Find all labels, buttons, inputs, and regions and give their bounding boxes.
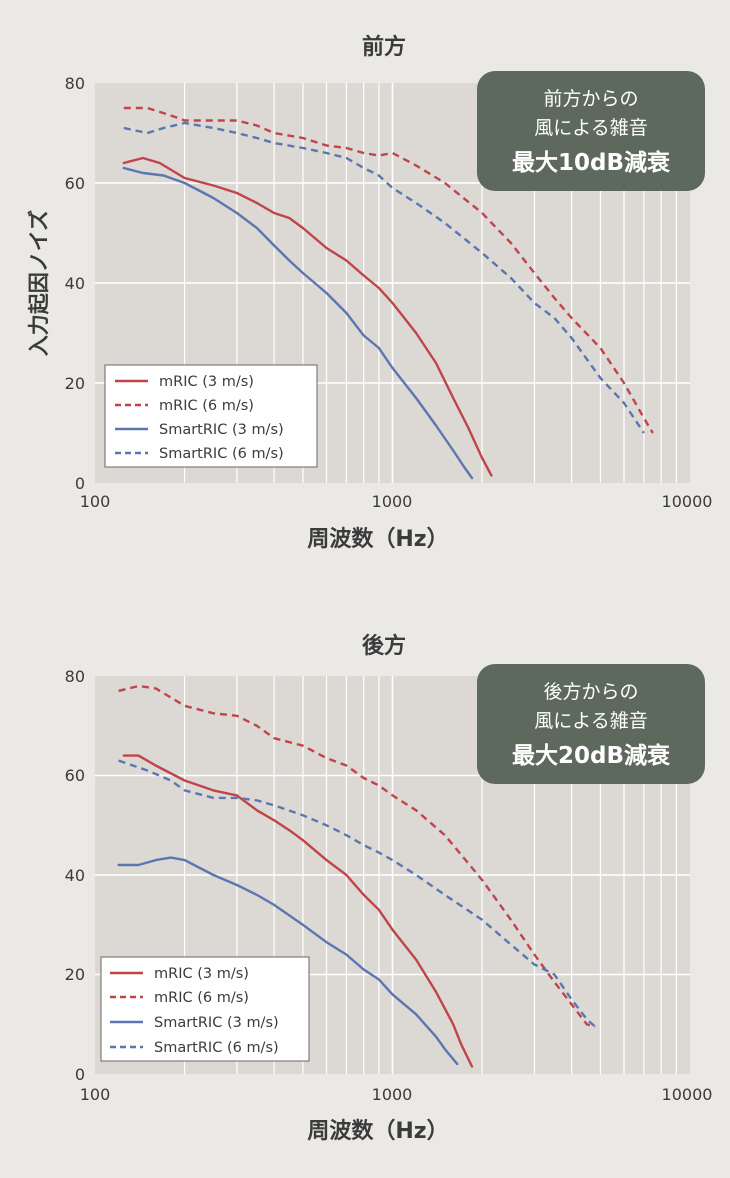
x-tick-label: 10000 — [662, 492, 713, 511]
series-line-smartric-3-m-s — [117, 856, 459, 1066]
x-axis-label-rear: 周波数（Hz） — [307, 1118, 448, 1144]
series-line-smartric-3-m-s — [122, 166, 474, 480]
legend-rear: mRIC (3 m/s) mRIC (6 m/s) SmartRIC (3 m/… — [100, 956, 310, 1062]
y-tick-label: 40 — [65, 866, 85, 885]
annotation-badge-rear: 後方からの 風による雑音 最大20dB減衰 — [477, 664, 705, 784]
series-line-mric-3-m-s — [122, 156, 493, 477]
y-tick-label: 80 — [65, 74, 85, 93]
legend-label: SmartRIC (3 m/s) — [154, 1015, 279, 1031]
series-line-mric-3-m-s — [122, 754, 474, 1068]
chart-title-rear: 後方 — [362, 633, 406, 659]
chart-panel-front: 前方 80 60 40 20 0 100 1000 10000 周波数（Hz） … — [27, 34, 712, 552]
y-tick-label: 60 — [65, 174, 85, 193]
x-tick-label: 1000 — [372, 1085, 413, 1104]
legend-label: mRIC (3 m/s) — [159, 374, 254, 390]
legend-label: mRIC (3 m/s) — [154, 966, 249, 982]
y-tick-label: 0 — [75, 474, 85, 493]
chart-title-front: 前方 — [362, 34, 406, 60]
y-axis-label: 入力起因ノイズ — [27, 210, 51, 356]
badge-line-1: 前方からの — [543, 88, 638, 110]
badge-line-2: 風による雑音 — [534, 710, 647, 732]
y-tick-label: 0 — [75, 1065, 85, 1084]
legend-front: mRIC (3 m/s) mRIC (6 m/s) SmartRIC (3 m/… — [104, 364, 318, 468]
x-axis-label-front: 周波数（Hz） — [307, 526, 448, 552]
legend-label: SmartRIC (6 m/s) — [154, 1040, 279, 1056]
legend-label: SmartRIC (6 m/s) — [159, 446, 284, 462]
x-tick-label: 1000 — [372, 492, 413, 511]
x-tick-label: 100 — [80, 492, 111, 511]
badge-line-2: 風による雑音 — [534, 117, 647, 139]
badge-line-1: 後方からの — [543, 681, 638, 703]
series-lines-front — [122, 106, 654, 480]
y-tick-label: 40 — [65, 274, 85, 293]
series-line-smartric-6-m-s — [123, 121, 645, 434]
y-tick-label: 60 — [65, 766, 85, 785]
series-line-mric-6-m-s — [123, 106, 654, 434]
x-tick-label: 10000 — [662, 1085, 713, 1104]
legend-label: mRIC (6 m/s) — [154, 990, 249, 1006]
legend-label: SmartRIC (3 m/s) — [159, 422, 284, 438]
y-tick-label: 20 — [65, 374, 85, 393]
badge-line-3: 最大20dB減衰 — [512, 742, 671, 769]
series-line-mric-6-m-s — [118, 684, 596, 1028]
badge-box — [477, 664, 705, 784]
badge-box — [477, 71, 705, 191]
annotation-badge-front: 前方からの 風による雑音 最大10dB減衰 — [477, 71, 705, 191]
legend-box — [100, 956, 310, 1062]
y-tick-label: 80 — [65, 667, 85, 686]
legend-label: mRIC (6 m/s) — [159, 398, 254, 414]
chart-panel-rear: 後方 80 60 40 20 0 100 1000 10000 周波数（Hz） … — [65, 633, 713, 1144]
x-tick-label: 100 — [80, 1085, 111, 1104]
badge-line-3: 最大10dB減衰 — [512, 149, 671, 176]
y-tick-label: 20 — [65, 965, 85, 984]
series-lines-rear — [117, 684, 596, 1068]
